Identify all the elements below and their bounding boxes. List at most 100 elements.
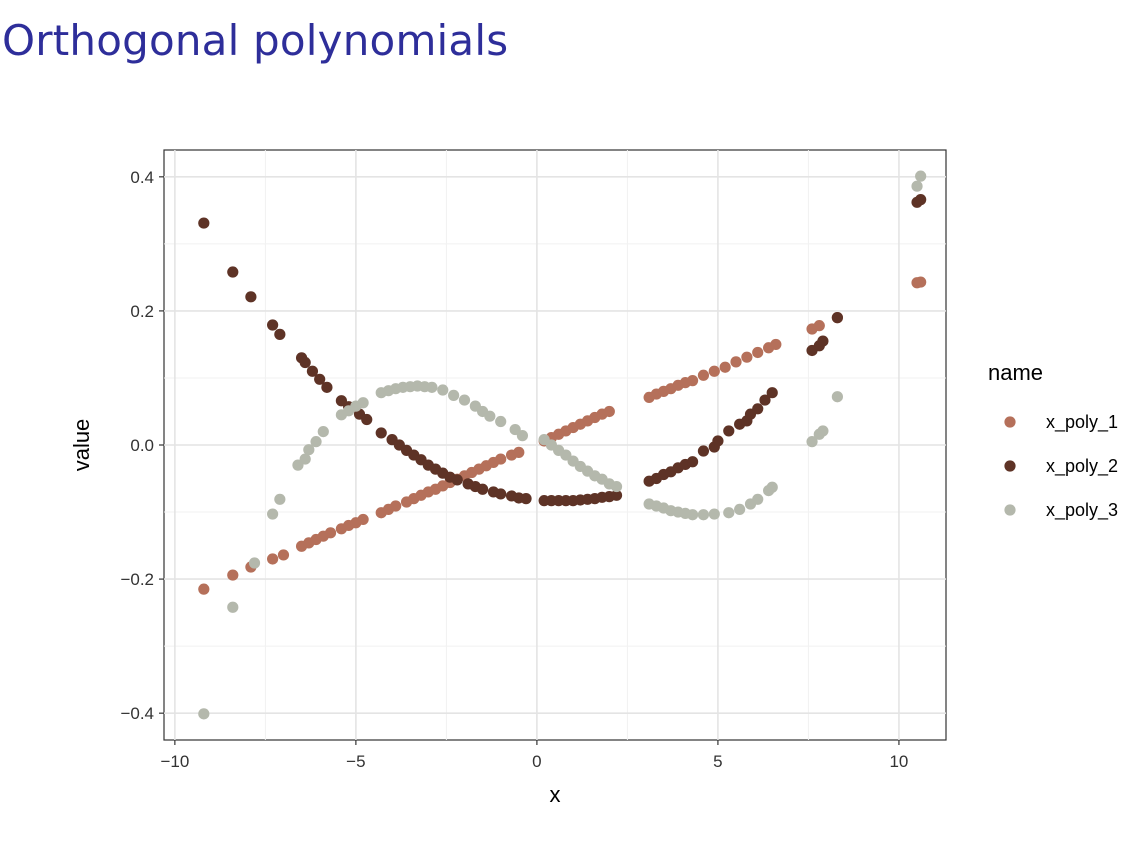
data-point-x-poly-3 bbox=[915, 170, 927, 182]
data-point-x-poly-3 bbox=[734, 503, 746, 515]
data-point-x-poly-1 bbox=[357, 513, 369, 526]
data-point-x-poly-2 bbox=[245, 291, 257, 303]
y-tick-label: −0.4 bbox=[120, 704, 154, 723]
data-point-x-poly-1 bbox=[730, 356, 742, 368]
data-point-x-poly-2 bbox=[198, 217, 210, 229]
data-point-x-poly-1 bbox=[813, 320, 825, 332]
data-point-x-poly-2 bbox=[495, 488, 507, 500]
data-point-x-poly-3 bbox=[437, 384, 449, 396]
data-point-x-poly-3 bbox=[267, 508, 279, 520]
data-point-x-poly-1 bbox=[324, 527, 337, 539]
y-tick-label: −0.2 bbox=[120, 570, 154, 589]
slide-title: Orthogonal polynomials bbox=[2, 16, 509, 65]
data-point-x-poly-2 bbox=[267, 319, 279, 331]
x-tick-label: −10 bbox=[160, 752, 189, 771]
x-tick-label: 5 bbox=[713, 752, 722, 771]
data-point-x-poly-2 bbox=[375, 427, 387, 439]
data-point-x-poly-2 bbox=[723, 425, 735, 437]
legend-label-x-poly-2: x_poly_2 bbox=[1046, 456, 1118, 477]
data-point-x-poly-2 bbox=[361, 413, 373, 426]
data-point-x-poly-3 bbox=[458, 394, 471, 406]
data-point-x-poly-3 bbox=[274, 493, 286, 505]
data-point-x-poly-3 bbox=[806, 436, 818, 448]
data-point-x-poly-3 bbox=[227, 601, 239, 613]
data-point-x-poly-2 bbox=[306, 365, 319, 377]
data-point-x-poly-3 bbox=[686, 509, 699, 521]
data-point-x-poly-1 bbox=[708, 365, 720, 377]
data-point-x-poly-3 bbox=[610, 480, 623, 493]
data-point-x-poly-3 bbox=[708, 508, 720, 520]
data-point-x-poly-3 bbox=[317, 425, 329, 438]
data-point-x-poly-1 bbox=[741, 351, 753, 363]
data-point-x-poly-3 bbox=[448, 389, 460, 401]
data-point-x-poly-1 bbox=[390, 500, 402, 512]
axes: −10 −5 0 5 10 −0.4 −0.2 0.0 0.2 0.4 bbox=[120, 168, 908, 771]
data-point-x-poly-1 bbox=[770, 338, 782, 351]
data-point-x-poly-1 bbox=[277, 549, 290, 561]
data-point-x-poly-3 bbox=[495, 415, 507, 428]
data-point-x-poly-3 bbox=[766, 481, 778, 493]
data-point-x-poly-2 bbox=[712, 435, 724, 447]
data-point-x-poly-2 bbox=[314, 373, 326, 385]
data-point-x-poly-2 bbox=[520, 493, 532, 505]
data-point-x-poly-1 bbox=[267, 553, 279, 565]
y-tick-label: 0.2 bbox=[130, 302, 154, 321]
data-point-x-poly-2 bbox=[274, 328, 286, 340]
y-axis-title: value bbox=[69, 419, 94, 472]
data-point-x-poly-3 bbox=[426, 381, 438, 393]
y-tick-label: 0.4 bbox=[130, 168, 154, 187]
data-point-x-poly-2 bbox=[817, 335, 829, 347]
legend-key-x-poly-2 bbox=[1004, 460, 1016, 472]
data-point-x-poly-3 bbox=[303, 444, 315, 456]
legend-key-x-poly-3 bbox=[1004, 504, 1016, 516]
data-point-x-poly-3 bbox=[911, 180, 923, 192]
data-point-x-poly-2 bbox=[697, 445, 710, 457]
data-point-x-poly-3 bbox=[357, 397, 369, 409]
data-point-x-poly-2 bbox=[299, 356, 311, 369]
data-point-x-poly-3 bbox=[697, 509, 710, 521]
data-point-x-poly-1 bbox=[495, 453, 507, 465]
data-point-x-poly-3 bbox=[310, 436, 322, 448]
data-point-x-poly-3 bbox=[484, 410, 496, 422]
data-point-x-poly-3 bbox=[516, 430, 529, 442]
x-tick-label: 10 bbox=[889, 752, 908, 771]
data-point-x-poly-2 bbox=[759, 394, 771, 406]
data-point-x-poly-2 bbox=[321, 381, 333, 393]
data-point-x-poly-1 bbox=[198, 583, 210, 595]
data-point-x-poly-2 bbox=[610, 489, 623, 501]
data-point-x-poly-1 bbox=[752, 346, 764, 359]
x-tick-label: 0 bbox=[532, 752, 541, 771]
data-point-x-poly-1 bbox=[719, 361, 731, 373]
data-point-x-poly-2 bbox=[915, 194, 927, 206]
data-point-x-poly-2 bbox=[766, 387, 778, 399]
data-point-x-poly-2 bbox=[451, 474, 463, 486]
data-point-x-poly-2 bbox=[686, 456, 699, 468]
data-point-x-poly-2 bbox=[476, 483, 489, 495]
data-point-x-poly-3 bbox=[198, 708, 210, 720]
data-points bbox=[198, 170, 927, 720]
y-tick-label: 0.0 bbox=[130, 436, 154, 455]
data-point-x-poly-1 bbox=[686, 375, 699, 387]
legend-title: name bbox=[988, 360, 1043, 385]
legend-label-x-poly-1: x_poly_1 bbox=[1046, 412, 1118, 433]
legend-key-x-poly-1 bbox=[1004, 416, 1016, 428]
data-point-x-poly-3 bbox=[723, 507, 735, 519]
data-point-x-poly-1 bbox=[915, 276, 927, 288]
data-point-x-poly-1 bbox=[603, 405, 615, 418]
data-point-x-poly-1 bbox=[697, 369, 710, 381]
data-point-x-poly-3 bbox=[752, 493, 764, 505]
legend: x_poly_1 x_poly_2 x_poly_3 bbox=[1004, 412, 1118, 521]
data-point-x-poly-3 bbox=[817, 425, 829, 437]
data-point-x-poly-3 bbox=[831, 391, 843, 403]
data-point-x-poly-1 bbox=[227, 569, 239, 581]
x-axis-title: x bbox=[550, 782, 561, 807]
x-tick-label: −5 bbox=[346, 752, 365, 771]
data-point-x-poly-2 bbox=[227, 266, 239, 278]
data-point-x-poly-3 bbox=[299, 453, 311, 465]
data-point-x-poly-1 bbox=[513, 446, 525, 458]
data-point-x-poly-2 bbox=[752, 403, 764, 415]
data-point-x-poly-3 bbox=[248, 557, 261, 569]
legend-label-x-poly-3: x_poly_3 bbox=[1046, 500, 1118, 521]
data-point-x-poly-2 bbox=[831, 312, 843, 324]
